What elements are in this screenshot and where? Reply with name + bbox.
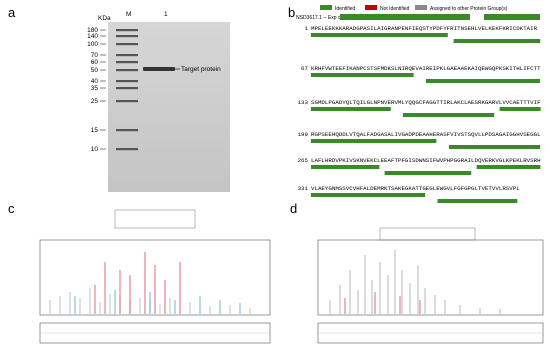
coverage-bar	[340, 14, 540, 20]
fragment-table	[114, 209, 196, 229]
plot-frame	[317, 239, 544, 316]
coverage-bar	[311, 33, 448, 37]
panel-label: c	[8, 201, 15, 216]
peaks	[329, 250, 501, 314]
legend-text: Identified	[335, 6, 356, 12]
ladder-band	[116, 69, 138, 72]
fragment-table	[379, 227, 476, 241]
row-start: 133	[298, 99, 309, 106]
row-start: 67	[301, 65, 308, 72]
legend-text: Not Identified	[380, 6, 410, 12]
coverage-bar	[453, 39, 541, 43]
coverage-bar	[426, 79, 540, 83]
annotation: Target protein	[181, 66, 221, 73]
ladder-band	[116, 100, 138, 103]
marker-label: 40	[91, 78, 99, 85]
marker-label: 15	[91, 127, 99, 134]
marker-label: 10	[91, 146, 99, 153]
coverage-bar	[311, 165, 380, 169]
ladder-band	[116, 80, 138, 83]
spectrum-c	[39, 209, 271, 344]
panel-label: b	[288, 5, 295, 20]
sequence-rows: 1 MPELEEKKKARADGPASILAIGRANPENFIEQSTYPDFY…	[298, 25, 541, 203]
ladder-band	[116, 29, 138, 32]
header: NSD3617.1 -- Exp coverage: 82%	[296, 15, 372, 21]
row-sequence: RGPSEEHQDDLVTQALFADGASALIVGADPDEAAHERASF…	[311, 131, 541, 138]
gel	[108, 22, 230, 192]
row-sequence: LAFLHRDVPKIVSKNVEKCLEEAFTPFGISDWNSIFWVPH…	[311, 157, 541, 164]
coverage-bar	[311, 73, 414, 77]
legend-swatch	[415, 5, 427, 10]
ladder-band	[116, 43, 138, 46]
ladder-band	[116, 87, 138, 90]
peaks-y	[344, 292, 421, 314]
legend-swatch	[365, 5, 377, 10]
coverage-bar	[476, 165, 541, 169]
marker-label: 50	[91, 67, 99, 74]
row-start: 199	[298, 131, 309, 138]
spectrum-d	[317, 227, 544, 344]
peaks-b	[74, 290, 241, 314]
row-start: 1	[305, 25, 309, 32]
row-sequence: KRHFVWTEEFIKANPCSTSFMDKSLNIRQEVAIREIPKLG…	[311, 65, 541, 72]
coverage-bar	[384, 171, 472, 175]
coverage-gap	[470, 14, 484, 20]
row-start: 265	[298, 157, 309, 164]
panel-label: d	[290, 201, 297, 216]
coverage-bar	[311, 139, 437, 143]
target-band	[143, 67, 175, 71]
coverage-bar	[311, 107, 391, 111]
coverage-bar	[449, 145, 541, 149]
coverage-bar	[499, 107, 541, 111]
ladder-band	[116, 54, 138, 57]
ladder-band	[116, 35, 138, 38]
legend-swatch	[320, 5, 332, 10]
legend-text: Assigned to other Protein Group(s)	[430, 6, 508, 12]
ladder-band	[116, 129, 138, 132]
panel-label: a	[8, 5, 16, 20]
marker-label: 25	[91, 98, 99, 105]
ladder-band	[116, 148, 138, 151]
coverage-bar	[437, 199, 518, 203]
marker-label: 70	[91, 52, 99, 59]
coverage-bar	[403, 113, 495, 117]
marker-label: 180	[87, 27, 98, 34]
lane-label: 1	[164, 11, 168, 18]
ladder-band	[116, 61, 138, 64]
row-start: 331	[298, 185, 309, 192]
marker-label: 140	[87, 33, 98, 40]
lane-label: M	[126, 11, 131, 18]
row-sequence: SGMDLPGADYQLTQILGLNPNVERVMLYQQGCFAGGTTIR…	[311, 99, 541, 106]
row-sequence: MPELEEKKKARADGPASILAIGRANPENFIEQSTYPDFYF…	[311, 25, 538, 32]
peaks-y	[94, 252, 181, 314]
plot-frame	[39, 239, 271, 316]
row-sequence: VLAEYGNMSSVCVHFALDEMRKTSAKEGKATTGEGLEWGV…	[311, 185, 520, 192]
coverage-bar	[311, 193, 425, 197]
unit-label: KDa	[98, 15, 111, 22]
marker-label: 60	[91, 59, 99, 66]
marker-label: 100	[87, 41, 98, 48]
marker-label: 35	[91, 85, 99, 92]
